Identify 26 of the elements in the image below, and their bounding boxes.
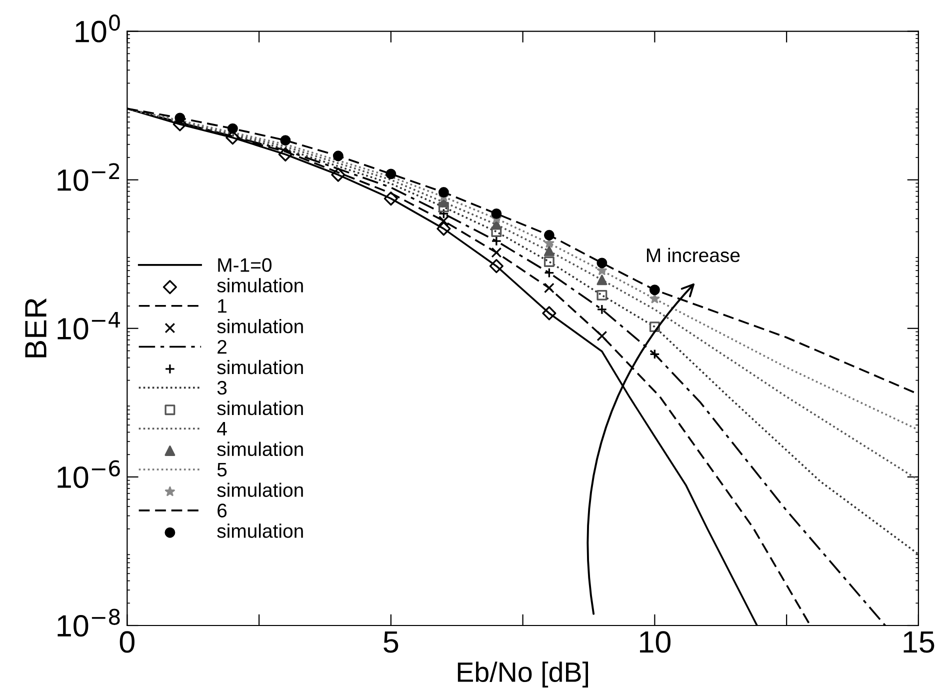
y-tick-label: 10$^{−4}$ [58,312,120,340]
legend-label: 5 [217,462,227,477]
legend-label: simulation [217,400,303,416]
annotation: M increase [646,248,740,262]
legend-label: M-1=0 [218,258,272,272]
y-tick-label: 10$^{−2}$ [58,163,120,191]
legend-label: simulation [217,524,303,538]
x-tick-label: 15 [904,631,934,653]
x-tick-label: 0 [120,631,134,653]
legend-label: simulation [217,278,303,292]
legend-label: simulation [217,482,303,497]
x-tick-label: 10 [640,631,670,653]
legend-label: 3 [217,380,227,395]
x-axis-title: Eb/No [dB] [458,662,588,688]
x-tick-label: 5 [384,631,398,653]
legend-label: 4 [217,422,227,436]
legend-label: simulation [217,319,303,334]
legend-label: 6 [218,504,227,518]
y-tick-label: 10$^{−6}$ [58,460,120,488]
legend-label: simulation [217,442,303,456]
legend-label: 1 [218,299,226,313]
legend-label: simulation [217,360,303,374]
legend-label: 2 [218,340,226,354]
y-axis-title: BER [25,298,46,358]
y-tick-label: 10$^{−8}$ [58,608,120,637]
y-tick-label: 10$^{0}$ [76,14,120,42]
